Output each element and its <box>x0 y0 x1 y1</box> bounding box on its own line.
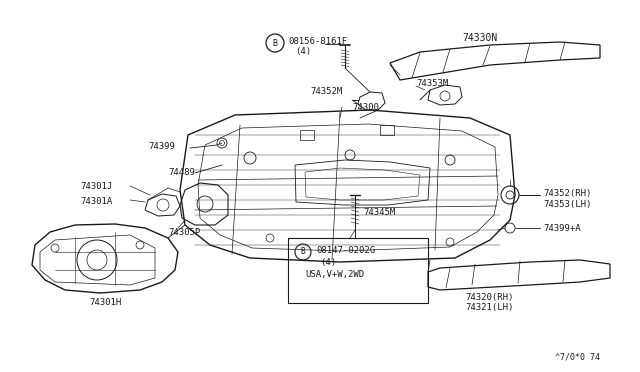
Text: 08147-0202G: 08147-0202G <box>316 246 375 255</box>
Text: 74489: 74489 <box>168 168 195 177</box>
Text: (4): (4) <box>295 47 311 56</box>
Text: 74305P: 74305P <box>168 228 200 237</box>
Text: 74301H: 74301H <box>89 298 121 307</box>
Text: 74353(LH): 74353(LH) <box>543 200 591 209</box>
Text: 74300: 74300 <box>352 103 379 112</box>
Text: (4): (4) <box>320 258 336 267</box>
Text: 74320(RH): 74320(RH) <box>466 293 514 302</box>
Text: USA,V+W,2WD: USA,V+W,2WD <box>305 270 364 279</box>
Text: 74353M: 74353M <box>416 79 448 88</box>
Text: 74399+A: 74399+A <box>543 224 580 233</box>
Text: ^7/0*0 74: ^7/0*0 74 <box>555 353 600 362</box>
Text: 74399: 74399 <box>148 142 175 151</box>
Bar <box>380 125 394 135</box>
Text: 74301A: 74301A <box>80 197 112 206</box>
Bar <box>300 130 314 140</box>
Bar <box>288 238 428 303</box>
Text: B: B <box>273 38 278 48</box>
Text: 74330N: 74330N <box>462 33 498 43</box>
Text: 74321(LH): 74321(LH) <box>466 303 514 312</box>
Text: 74352(RH): 74352(RH) <box>543 189 591 198</box>
Text: 74345M: 74345M <box>363 208 396 217</box>
Text: B: B <box>301 247 305 257</box>
Text: 08156-8161F: 08156-8161F <box>288 37 347 46</box>
Text: 74301J: 74301J <box>80 182 112 191</box>
Text: 74352M: 74352M <box>310 87 342 96</box>
